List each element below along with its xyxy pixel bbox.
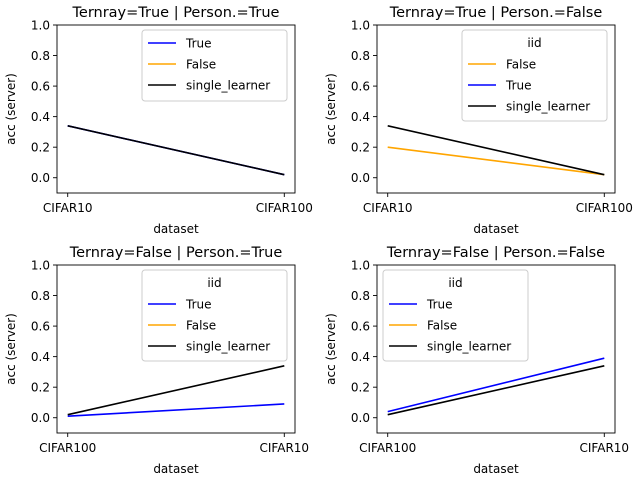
- y-tick-label: 0.4: [31, 110, 50, 124]
- y-tick-label: 0.4: [351, 110, 370, 124]
- x-tick-label: CIFAR100: [256, 201, 313, 215]
- x-tick-label: CIFAR10: [363, 201, 413, 215]
- y-tick-label: 0.8: [351, 49, 370, 63]
- x-axis-label: dataset: [473, 462, 519, 476]
- subplot-1: Ternray=True | Person.=True 0.0 0.2 0.4 0.6 0…: [4, 5, 313, 236]
- series-line-single-learner: [67, 365, 285, 416]
- legend-label: False: [186, 319, 216, 333]
- y-tick-label: 1.0: [351, 259, 370, 273]
- legend-title: iid: [527, 36, 541, 50]
- x-axis-label: dataset: [153, 222, 199, 236]
- axes-frame: [56, 24, 296, 194]
- y-tick-label: 0.8: [31, 289, 50, 303]
- subplot-2: Ternray=True | Person.=False 0.0 0.2 0.4 0.6…: [324, 5, 633, 236]
- x-tick-label: CIFAR100: [359, 441, 416, 455]
- legend-label: single_learner: [186, 340, 270, 354]
- y-axis-label: acc (server): [324, 73, 338, 145]
- x-axis-label: dataset: [153, 462, 199, 476]
- legend-label: False: [506, 58, 536, 72]
- legend: iid True False single_learner: [382, 269, 529, 362]
- legend-label: False: [427, 319, 457, 333]
- y-axis-label: acc (server): [4, 73, 18, 145]
- series-line-single-learner: [387, 125, 605, 176]
- y-tick-label: 0.4: [31, 350, 50, 364]
- y-tick-label: 0.2: [351, 381, 370, 395]
- legend: iid False True single_learner: [461, 29, 608, 122]
- axes-frame: [56, 264, 296, 434]
- subplot-title: Ternray=True | Person.=False: [389, 5, 603, 21]
- y-tick-label: 0.0: [31, 411, 50, 425]
- series-line-single-learner: [387, 365, 605, 416]
- x-tick-label: CIFAR10: [580, 441, 630, 455]
- x-tick-label: CIFAR10: [260, 441, 310, 455]
- subplot-title: Ternray=True | Person.=True: [72, 5, 280, 21]
- subplot-4: Ternray=False | Person.=False 0.0 0.2 0.4 0.…: [324, 245, 629, 476]
- subplot-title: Ternray=False | Person.=False: [386, 245, 605, 261]
- y-tick-label: 0.8: [351, 289, 370, 303]
- x-tick-label: CIFAR100: [39, 441, 96, 455]
- y-tick-label: 0.4: [351, 350, 370, 364]
- legend: True False single_learner: [141, 29, 288, 102]
- y-tick-label: 0.2: [351, 141, 370, 155]
- y-tick-label: 0.0: [351, 171, 370, 185]
- y-tick-label: 0.0: [351, 411, 370, 425]
- series-line-true: [387, 357, 605, 413]
- legend-box: [141, 269, 288, 362]
- legend-box: [382, 269, 529, 362]
- y-tick-label: 0.6: [351, 80, 370, 94]
- series-line-true: [67, 403, 285, 417]
- series-line-false: [387, 146, 605, 176]
- subplot-title: Ternray=False | Person.=True: [69, 245, 283, 261]
- legend-label: True: [426, 298, 453, 312]
- y-tick-label: 1.0: [31, 19, 50, 33]
- x-axis-label: dataset: [473, 222, 519, 236]
- y-tick-label: 0.0: [31, 171, 50, 185]
- legend-title: iid: [207, 276, 221, 290]
- legend-label: single_learner: [427, 340, 511, 354]
- legend-label: True: [185, 298, 212, 312]
- legend-box: [141, 29, 288, 102]
- legend-title: iid: [448, 276, 462, 290]
- legend-label: True: [505, 79, 532, 93]
- legend-label: single_learner: [186, 79, 270, 93]
- series-line-single-learner: [67, 125, 285, 176]
- y-axis-label: acc (server): [324, 313, 338, 385]
- legend-label: True: [185, 37, 212, 51]
- y-tick-label: 0.8: [31, 49, 50, 63]
- axes-frame: [376, 24, 616, 194]
- y-tick-label: 0.2: [31, 381, 50, 395]
- legend-label: False: [186, 58, 216, 72]
- x-tick-label: CIFAR100: [576, 201, 633, 215]
- y-tick-label: 0.6: [31, 80, 50, 94]
- y-tick-label: 0.6: [351, 320, 370, 334]
- y-tick-label: 0.2: [31, 141, 50, 155]
- y-tick-label: 1.0: [351, 19, 370, 33]
- legend-box: [461, 29, 608, 122]
- legend: iid True False single_learner: [141, 269, 288, 362]
- legend-label: single_learner: [506, 100, 590, 114]
- axes-frame: [376, 264, 616, 434]
- y-tick-label: 1.0: [31, 259, 50, 273]
- y-tick-label: 0.6: [31, 320, 50, 334]
- subplot-3: Ternray=False | Person.=True 0.0 0.2 0.4 0.6…: [4, 245, 309, 476]
- x-tick-label: CIFAR10: [43, 201, 93, 215]
- y-axis-label: acc (server): [4, 313, 18, 385]
